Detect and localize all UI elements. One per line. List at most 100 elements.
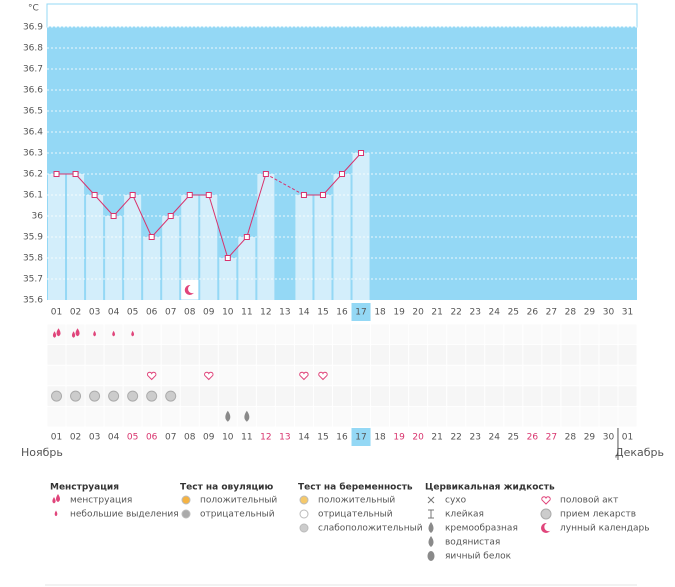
day-label: 22 <box>450 308 461 318</box>
pill-icon <box>51 390 63 402</box>
marker-cell <box>237 386 256 406</box>
temp-bar <box>200 195 218 300</box>
bottom-day-label: 11 <box>241 433 252 443</box>
marker-cell <box>142 406 161 427</box>
bottom-day-label: 29 <box>584 433 596 443</box>
bottom-day-label: 25 <box>508 433 519 443</box>
bottom-day-label: 02 <box>70 433 81 443</box>
tee-icon <box>428 509 434 519</box>
marker-cell <box>161 345 180 365</box>
bottom-day-label: 05 <box>127 433 138 443</box>
marker-cell <box>294 345 313 365</box>
oval-icon <box>427 551 435 561</box>
temp-point <box>243 234 250 240</box>
marker-cell <box>371 345 390 365</box>
marker-cell <box>428 386 447 406</box>
marker-cell <box>390 324 409 345</box>
marker-cell <box>599 406 618 427</box>
marker-cell <box>390 386 409 406</box>
marker-cell <box>409 365 428 386</box>
bottom-day-label: 07 <box>165 433 176 443</box>
marker-cell <box>542 406 561 427</box>
bottom-day-label: 13 <box>279 433 290 443</box>
moon-cut <box>544 522 553 532</box>
marker-cell <box>504 324 523 345</box>
marker-cell <box>142 324 161 345</box>
bottom-day-label: 03 <box>89 433 100 443</box>
drop-icon <box>71 331 76 338</box>
marker-cell <box>561 386 580 406</box>
marker-cell <box>218 324 237 345</box>
marker-cell <box>294 386 313 406</box>
marker-cell <box>218 365 237 386</box>
bottom-day-label: 28 <box>565 433 577 443</box>
bottom-day-label: 20 <box>412 433 424 443</box>
temp-line <box>56 152 362 259</box>
marker-cell <box>447 365 466 386</box>
today-highlight <box>351 428 371 446</box>
marker-cell <box>352 406 371 427</box>
bottom-day-label: 04 <box>108 433 120 443</box>
bottom-day-label: 27 <box>546 433 557 443</box>
marker-cell <box>313 324 332 345</box>
day-label: 10 <box>222 308 234 318</box>
temp-bar <box>124 195 142 300</box>
marker-cell <box>85 345 104 365</box>
marker-cell <box>485 386 504 406</box>
bottom-day-label: 08 <box>184 433 196 443</box>
marker-cell <box>504 386 523 406</box>
bottom-day-label: 22 <box>450 433 461 443</box>
marker-cell <box>275 324 294 345</box>
marker-cell <box>618 406 637 427</box>
y-tick-label: 35.9 <box>23 233 43 243</box>
circle-icon <box>181 495 191 505</box>
drop-icon <box>52 331 57 338</box>
bottom-day-label: 09 <box>203 433 215 443</box>
marker-cell <box>618 345 637 365</box>
marker-cell <box>599 324 618 345</box>
bottom-day-label: 06 <box>146 433 158 443</box>
day-label: 23 <box>469 308 480 318</box>
y-tick-label: 36.2 <box>23 170 43 180</box>
marker-cell <box>332 386 352 406</box>
marker-cell <box>275 406 294 427</box>
legend-label: водянистая <box>445 538 500 548</box>
marker-cell <box>142 345 161 365</box>
marker-cell <box>66 365 85 386</box>
temp-point <box>72 171 79 177</box>
marker-cell <box>580 345 599 365</box>
marker-cell <box>409 345 428 365</box>
marker-cell <box>409 406 428 427</box>
bottom-day-label: 18 <box>374 433 386 443</box>
day-label: 26 <box>527 308 539 318</box>
legend-title: Менструация <box>50 483 119 493</box>
marker-cell <box>428 324 447 345</box>
marker-cell <box>580 386 599 406</box>
grey-drop-icon <box>428 536 434 547</box>
marker-cell <box>47 345 66 365</box>
header-box <box>46 3 638 28</box>
marker-cell <box>313 345 332 365</box>
marker-cell <box>466 386 485 406</box>
temp-point <box>224 255 231 261</box>
marker-cell <box>180 386 199 406</box>
marker-cell <box>428 345 447 365</box>
legend-label: небольшие выделения <box>70 510 179 520</box>
heart-icon <box>204 371 214 381</box>
legend-label: яичный белок <box>445 552 512 562</box>
day-label: 08 <box>184 308 196 318</box>
bottom-day-label: 12 <box>260 433 271 443</box>
marker-cell <box>580 406 599 427</box>
marker-cell <box>599 345 618 365</box>
marker-cell <box>180 406 199 427</box>
y-tick-label: 36.7 <box>23 65 43 75</box>
marker-cell <box>275 386 294 406</box>
marker-cell <box>66 324 85 345</box>
day-label: 28 <box>565 308 577 318</box>
marker-cell <box>561 365 580 386</box>
bottom-day-label: 23 <box>469 433 480 443</box>
day-label: 02 <box>70 308 81 318</box>
temp-point <box>148 234 155 240</box>
temp-bar <box>86 195 104 300</box>
